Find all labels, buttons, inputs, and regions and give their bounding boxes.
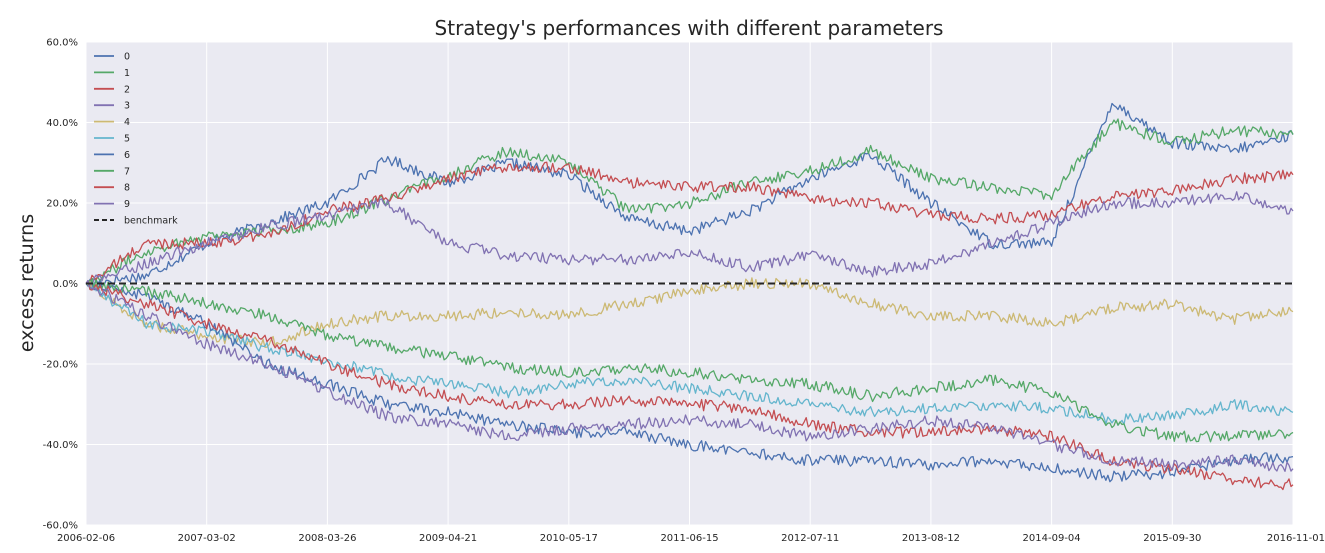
y-tick-label: 40.0% — [46, 118, 78, 129]
y-tick-label: -20.0% — [43, 360, 78, 371]
y-tick-label: 60.0% — [46, 38, 78, 49]
legend-label-2: 2 — [124, 84, 130, 95]
legend-label-4: 4 — [124, 117, 130, 128]
series-lines — [85, 102, 1294, 491]
series-line-8 — [85, 280, 1294, 491]
series-line-5 — [85, 282, 1294, 426]
y-tick-label: -60.0% — [43, 521, 78, 532]
series-line-2 — [86, 161, 1294, 285]
x-tick-label: 2013-08-12 — [902, 533, 960, 544]
y-tick-label: 20.0% — [46, 199, 78, 210]
legend-label-3: 3 — [124, 101, 130, 112]
legend-label-6: 6 — [124, 150, 130, 161]
y-tick-label: -40.0% — [43, 440, 78, 451]
legend-label-0: 0 — [124, 52, 130, 63]
x-tick-label: 2009-04-21 — [419, 533, 477, 544]
x-tick-label: 2010-05-17 — [540, 533, 598, 544]
chart-title: Strategy's performances with different p… — [435, 16, 944, 40]
legend-label-8: 8 — [124, 183, 130, 194]
series-line-7 — [85, 279, 1294, 443]
x-tick-label: 2014-09-04 — [1023, 533, 1081, 544]
x-axis-ticks: 2006-02-06 2007-03-02 2008-03-26 2009-04-21… — [57, 533, 1325, 544]
x-tick-label: 2008-03-26 — [298, 533, 356, 544]
x-tick-label: 2015-09-30 — [1143, 533, 1201, 544]
x-tick-label: 2007-03-02 — [178, 533, 236, 544]
series-line-3 — [85, 191, 1294, 287]
x-tick-label: 2006-02-06 — [57, 533, 115, 544]
y-axis-label: excess returns — [16, 214, 38, 352]
series-line-9 — [85, 279, 1294, 472]
grid — [85, 41, 1294, 526]
legend-label-5: 5 — [124, 134, 130, 145]
x-tick-label: 2012-07-11 — [781, 533, 839, 544]
legend-label-7: 7 — [124, 166, 130, 177]
x-tick-label: 2016-11-01 — [1267, 533, 1325, 544]
y-tick-label: 0.0% — [53, 279, 78, 290]
legend-label-9: 9 — [124, 199, 130, 210]
legend-label-benchmark: benchmark — [124, 216, 178, 227]
series-line-4 — [85, 277, 1294, 348]
series-line-1 — [85, 118, 1294, 287]
legend-label-1: 1 — [124, 68, 130, 79]
x-tick-label: 2011-06-15 — [660, 533, 718, 544]
y-axis-ticks: 60.0% 40.0% 20.0% 0.0% -20.0% -40.0% -60.0% — [43, 38, 78, 532]
legend: 0 1 2 3 4 5 6 7 8 9 benchmark — [94, 52, 178, 227]
